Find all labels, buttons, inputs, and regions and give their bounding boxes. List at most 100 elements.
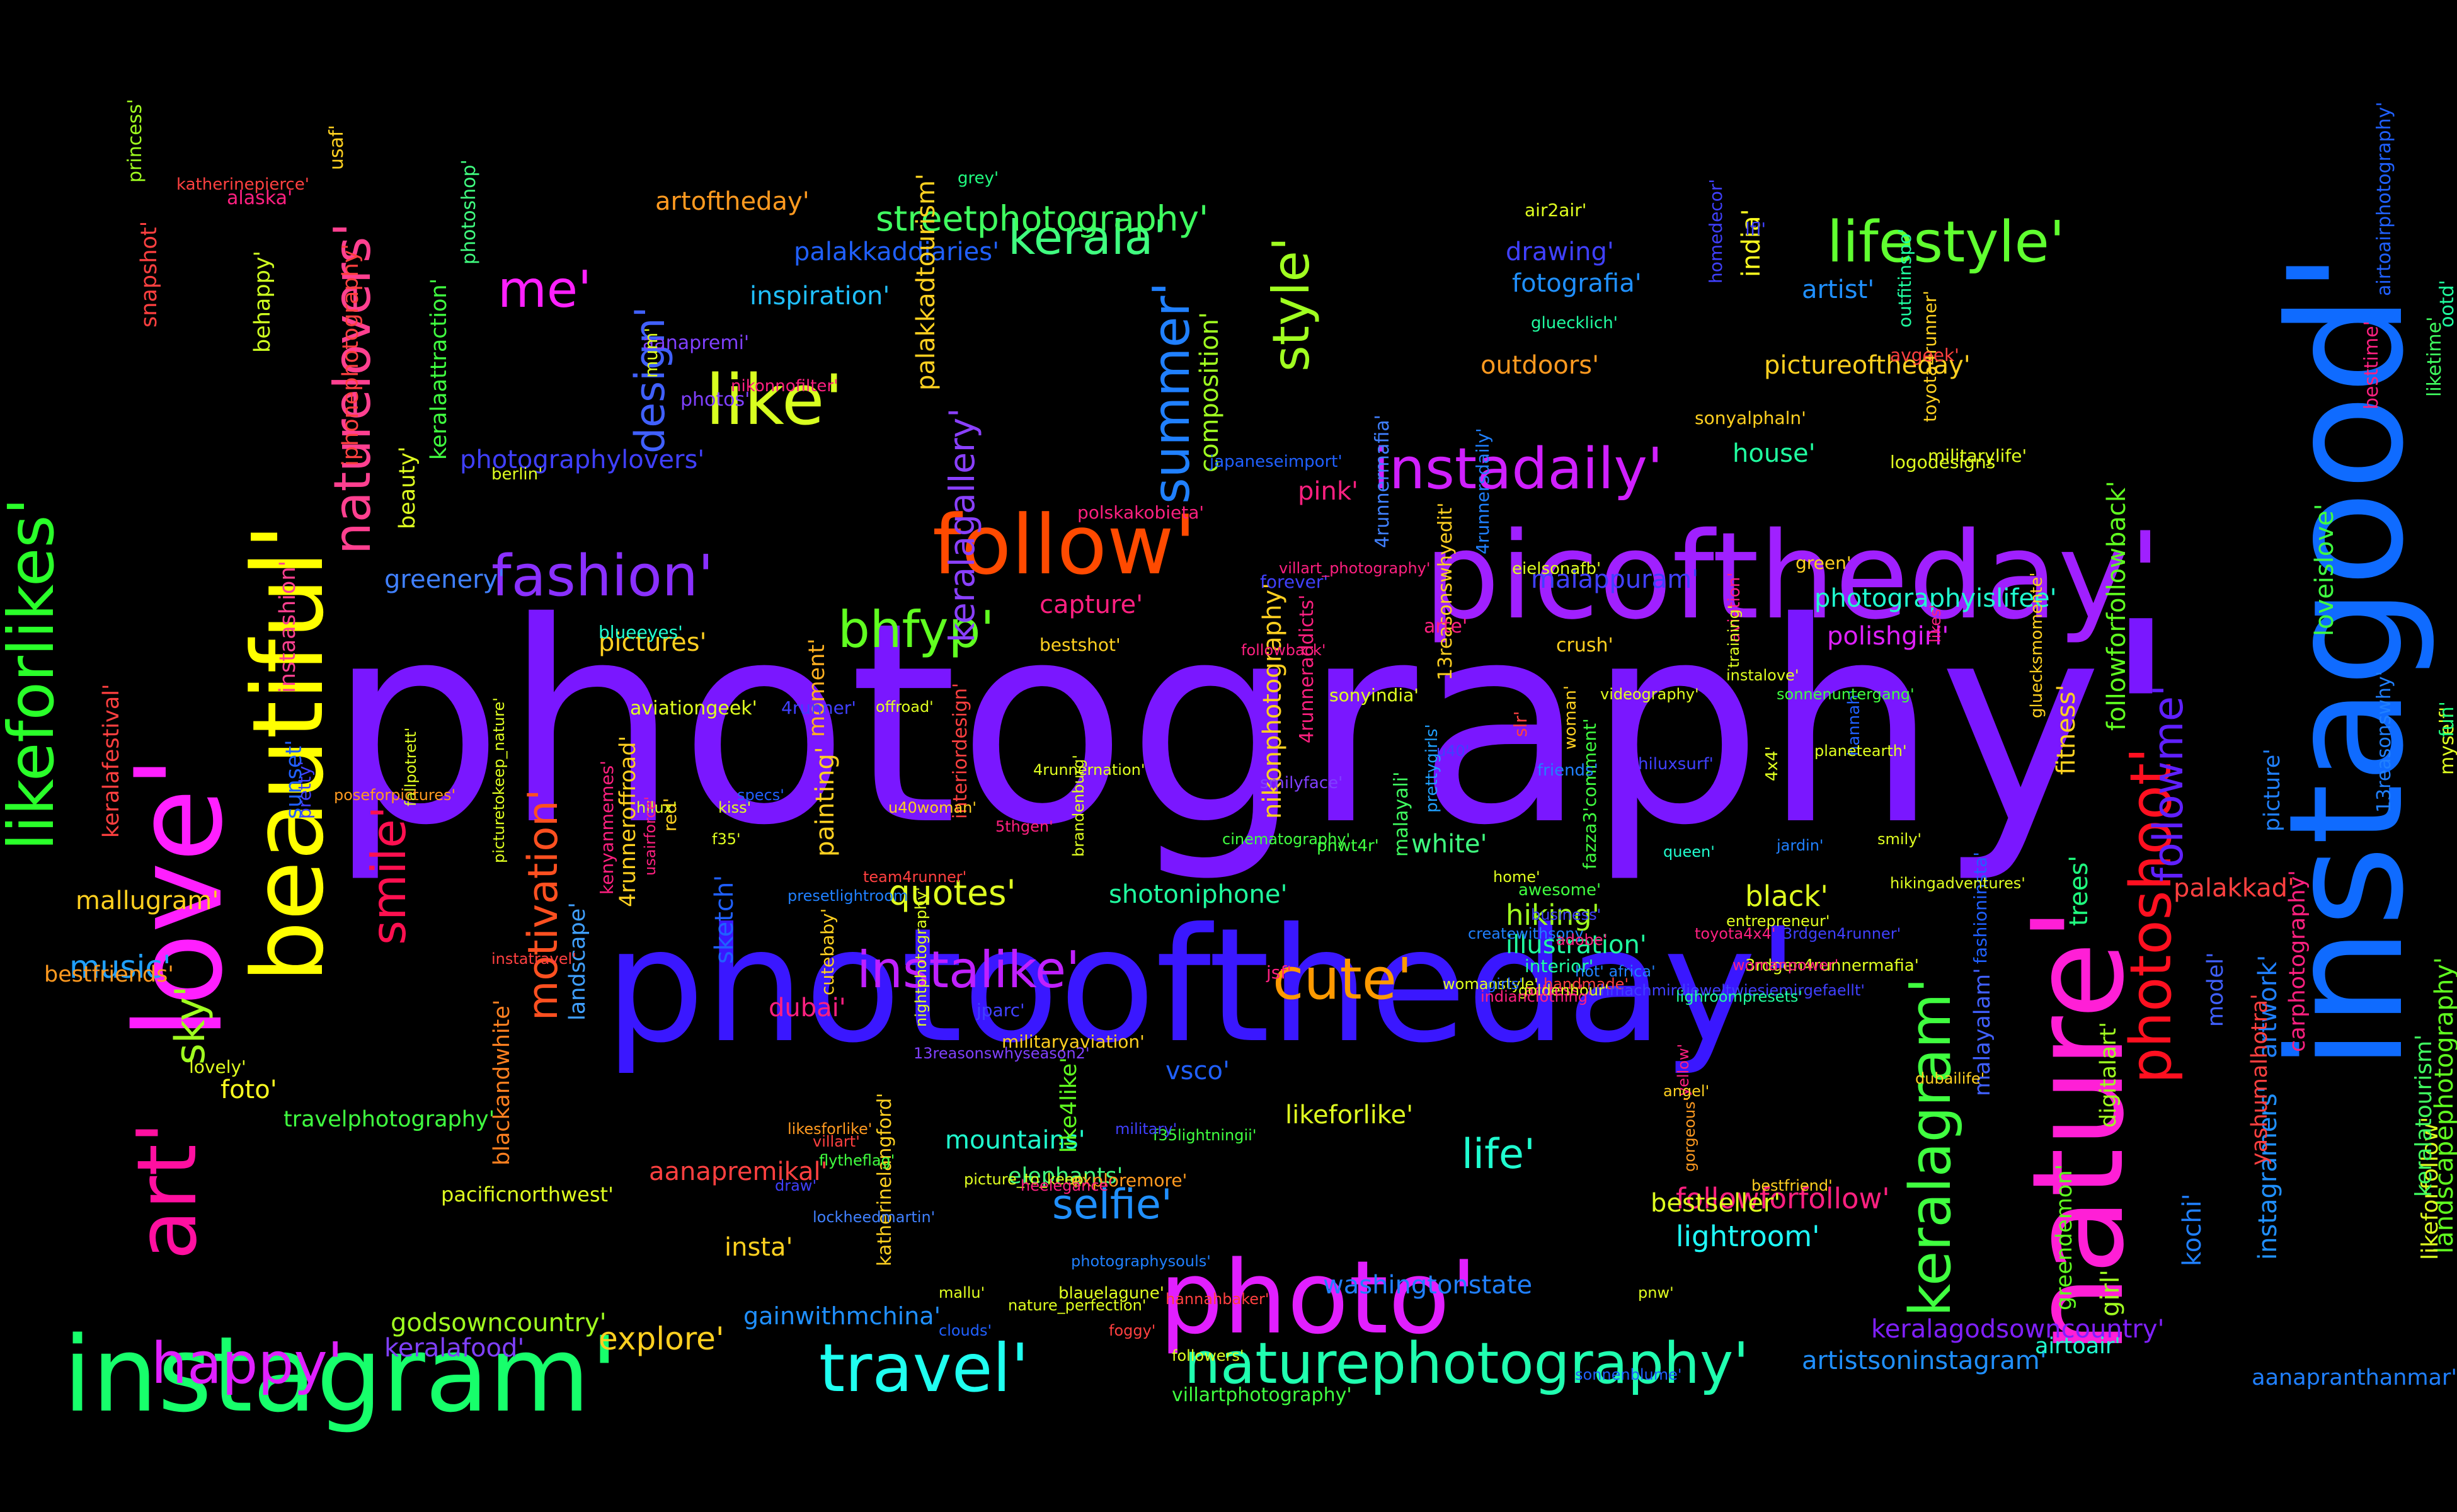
word-me: me' (498, 260, 592, 319)
word-kiss: kiss' (718, 799, 752, 816)
word-pink: pink' (1298, 477, 1359, 506)
word-bestshot: bestshot' (1040, 634, 1121, 655)
word-pictureoftheday: pictureoftheday' (1764, 351, 1971, 380)
word-behappy: behappy' (250, 250, 275, 353)
word-followme: followme' (2145, 685, 2192, 882)
word-followback: followback' (1241, 641, 1326, 659)
word-likesforlike: likesforlike' (788, 1120, 873, 1138)
word-like4like: like4like' (1057, 1057, 1082, 1153)
word-4runner: 4runner' (781, 697, 856, 718)
word-5thgen: 5thgen' (995, 818, 1053, 835)
word-kerala: kerala' (1008, 210, 1167, 265)
word-f35lightningii: f35lightningii' (1153, 1126, 1257, 1144)
word-womanpower: womanpower' (1732, 956, 1839, 974)
word-followforfollow: followforfollow' (1676, 1182, 1890, 1215)
word-greendemon: greendemon' (2052, 1164, 2077, 1310)
word-explore: explore' (598, 1320, 724, 1357)
word-girls: girls' (1487, 975, 1523, 993)
word-nightphotography: nightphotography' (912, 886, 930, 1027)
word-keralaattraction: keralaattraction' (427, 278, 452, 460)
word-outfitinspo: outfitinspo' (1894, 228, 1915, 328)
word-jparc: jparc' (976, 1000, 1025, 1021)
word-3rdgen4runnermafia: 3rdgen4runnermafia' (1745, 956, 1919, 975)
word-photographyislifee: photographyislifee' (1814, 584, 2057, 613)
word-prettygirls: prettygirls' (1423, 724, 1441, 813)
word-angel: angel' (1663, 1082, 1710, 1100)
word-planetearth: planetearth' (1814, 742, 1907, 760)
word-clouds: clouds' (939, 1322, 992, 1339)
word-entrepreneur: entrepreneur' (1726, 912, 1830, 930)
word-katherinelangford: katherinelangford' (874, 1092, 896, 1266)
word-illustration: illustration' (1506, 931, 1647, 959)
word-katherinepierce: katherinepierce' (176, 175, 309, 194)
word-photos: photos' (680, 389, 750, 411)
word-snapshot: snapshot' (137, 220, 162, 328)
word-keralagallery: keralagallery' (942, 408, 982, 643)
word-military: military' (1115, 1120, 1177, 1138)
word-selfie: selfie' (1052, 1181, 1172, 1228)
word-aanapremikal: aanapremikal' (649, 1157, 828, 1186)
word-instatravel: instatravel' (491, 950, 576, 968)
word-bestfriend: bestfriend' (1751, 1177, 1833, 1194)
word-home: home' (1493, 868, 1540, 886)
word-handmade: handmade' (1544, 975, 1629, 993)
word-slr: slr' (1510, 711, 1531, 737)
word-picture: picture' (2260, 748, 2285, 832)
word-instaashion: instaashion' (275, 560, 301, 693)
word-sonyalphaln: sonyalphaln' (1695, 408, 1806, 428)
word-fotografia: fotografia' (1512, 269, 1642, 298)
word-art: art' (119, 1121, 215, 1260)
word-crush: crush' (1556, 634, 1613, 656)
word-indianclothing: indianclothing' (1480, 988, 1592, 1005)
word-keralagodsowncountry: keralagodsowncountry' (1871, 1315, 2165, 1344)
word-friends: friends' (1537, 761, 1598, 780)
word-blackandwhite: blackandwhite' (490, 999, 515, 1166)
word-palakkadtourism: palakkadtourism' (912, 173, 941, 391)
word-toyota4x4: toyota4x4' (1695, 925, 1776, 942)
word-woman: woman' (1561, 685, 1580, 750)
word-picture-to-keep: picture_to_keep' (964, 1171, 1088, 1188)
word-hilux: hilux' (636, 799, 677, 816)
word-japaneseimport: japaneseimport' (1210, 452, 1343, 471)
word-logodesigns: logodesigns' (1890, 452, 2000, 472)
word-alaska: alaska' (227, 187, 293, 209)
word-loveislove: loveislove' (2310, 503, 2339, 636)
word-specs: specs' (737, 786, 784, 804)
word-goldenhour: goldenhour' (1518, 982, 1609, 999)
word-lovely: lovely' (189, 1057, 246, 1077)
word-aanapranthanmar: aanapranthanmar' (2252, 1365, 2457, 1390)
word-polskakobieta: polskakobieta' (1077, 502, 1205, 523)
word-white: white' (1411, 830, 1487, 859)
word-bhfyp: bhfyp' (838, 600, 995, 659)
word-4runneraddicts: 4runneraddicts' (1296, 594, 1318, 743)
word-usairforce: usairforce' (641, 796, 659, 876)
word-fashion: fashion' (491, 543, 714, 609)
word-mountains: mountains' (945, 1126, 1085, 1155)
word-travel: travel' (819, 1330, 1029, 1407)
word-washingtonstate: washingtonstate (1323, 1271, 1533, 1300)
word-fazza3-comment: fazza3'comment' (1579, 718, 1600, 869)
word-palakkaddiaries: palakkaddiaries' (794, 238, 1000, 266)
word-digitalart: digitalart' (2096, 1022, 2121, 1128)
word-gorgeous: gorgeous' (1681, 1097, 1698, 1172)
word-fashioninsta: fashioninsta' (1970, 852, 1991, 964)
word-liketime: liketime' (2424, 316, 2446, 397)
word-dubai: dubai' (769, 994, 846, 1022)
word-fitness: fitness' (2052, 684, 2081, 775)
word-4runneroffroad: 4runneroffroad' (616, 735, 641, 907)
word-airtoairphotography: airtoairphotography' (2373, 101, 2395, 296)
word-womanstyle: womanstyle' (1443, 975, 1538, 993)
word-actress: actress' (1525, 982, 1584, 999)
word-f35: f35' (712, 830, 741, 848)
word-lfl: lfl' (1745, 219, 1767, 239)
word-13reasonswhy: 13reasonswhy' (2373, 671, 2395, 813)
word-music: music' (69, 949, 171, 985)
word-gluecklich: gluecklich' (1531, 314, 1618, 333)
word-likeforlikes: likeforlikes' (0, 498, 68, 850)
word-photographylovers: photographylovers' (460, 445, 705, 474)
word-usaf: usaf' (326, 125, 348, 170)
word-likeforlike: likeforlike' (1285, 1101, 1414, 1130)
word-aanapremi: aanapremi' (643, 332, 750, 354)
